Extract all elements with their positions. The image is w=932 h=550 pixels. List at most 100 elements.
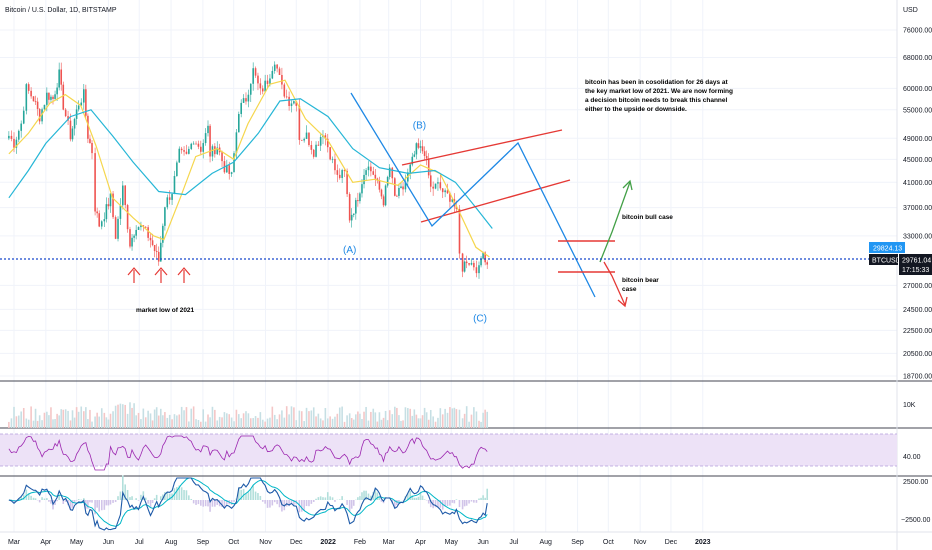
macd-pane[interactable] [8, 475, 489, 531]
bear-case-arrowhead [617, 296, 628, 308]
volume-bar [417, 418, 420, 428]
rsi-pane[interactable] [8, 435, 488, 471]
candle-body [415, 143, 418, 155]
candle-body [64, 109, 67, 117]
candle-body [310, 145, 313, 150]
volume-bar [247, 413, 250, 428]
macd-histogram-bar [378, 496, 381, 500]
volume-bar [484, 409, 486, 428]
market-low-label: market low of 2021 [136, 307, 195, 314]
candle-body [54, 94, 56, 99]
candle-body [245, 98, 247, 102]
price-label-12: 20500.00 [903, 351, 932, 358]
volume-bar [298, 410, 301, 428]
volume-bar [409, 408, 412, 428]
macd-histogram-bar [105, 500, 108, 506]
candle-body [357, 200, 359, 202]
macd-histogram-bar [478, 498, 480, 500]
volume-bar [131, 407, 133, 428]
macd-histogram-bar [151, 500, 154, 503]
volume-bar [384, 410, 387, 428]
candle-body [331, 158, 334, 160]
wave-label-1: (B) [413, 120, 426, 131]
candle-body [38, 108, 41, 122]
volume-bar [162, 415, 164, 428]
macd-histogram-bar [319, 496, 322, 500]
volume-bar [425, 412, 428, 428]
candle-body [114, 217, 117, 239]
candle-body [461, 253, 464, 272]
volume-pane[interactable] [8, 402, 489, 428]
macd-histogram-bar [155, 494, 158, 500]
candle-body [380, 189, 383, 197]
macd-histogram-bar [223, 500, 226, 509]
volume-bar [367, 420, 370, 428]
volume-bar [449, 407, 451, 428]
rsi-band [0, 434, 897, 466]
candle-body [8, 135, 10, 139]
volume-bar [341, 406, 343, 428]
volume-bar [223, 412, 226, 428]
candle-body [52, 96, 54, 99]
candle-body [402, 186, 404, 190]
candle-body [41, 109, 43, 122]
volume-bar [478, 420, 480, 428]
candle-body [285, 96, 288, 98]
volume-bar [46, 411, 48, 428]
candle-body [252, 68, 254, 84]
time-label-14: May [445, 539, 459, 546]
volume-bar [254, 416, 257, 428]
volume-bar [326, 418, 329, 428]
candle-body [355, 200, 357, 214]
time-label-9: Dec [290, 539, 303, 546]
macd-histogram-bar [149, 500, 152, 508]
macd-histogram-bar [439, 500, 442, 508]
macd-histogram-bar [257, 493, 259, 500]
macd-histogram-bar [238, 487, 240, 500]
macd-histogram-bar [300, 500, 303, 512]
volume-bar [207, 414, 209, 428]
time-label-18: Sep [571, 539, 584, 546]
main-pane[interactable]: (A) (B) (C) [0, 61, 897, 325]
moving-averages [8, 79, 493, 258]
macd-axis-label-top: 2500.00 [903, 479, 928, 486]
volume-bar [300, 411, 303, 428]
candle-body [166, 197, 169, 208]
price-tags: 29824.13 BTCUSD 29761.04 17:15:33 [869, 242, 932, 275]
candle-body [365, 170, 367, 175]
candle-body [261, 88, 264, 92]
candle-body [308, 132, 310, 146]
candle-body [50, 96, 52, 100]
volume-bar [211, 406, 214, 428]
volume-bar [415, 414, 418, 428]
volume-bar [114, 405, 117, 428]
macd-histogram-bar [30, 495, 32, 500]
candle-body [48, 92, 50, 100]
time-axis[interactable]: Mar Apr May Jun Jul Aug Sep Oct Nov Dec 2022 Feb Mar… [8, 539, 711, 546]
macd-histogram-bar [94, 500, 96, 515]
price-axis[interactable]: 76000.00 68000.00 60000.00 55000.00 49000.00… [903, 28, 932, 381]
candle-body [455, 206, 458, 209]
macd-histogram-bar [50, 500, 52, 504]
volume-bar [214, 409, 216, 428]
macd-histogram-bar [269, 500, 271, 508]
volume-bar [343, 421, 346, 428]
volume-bar [178, 414, 181, 428]
candle-body [432, 186, 434, 189]
candle-body [478, 265, 480, 274]
volume-bar [25, 418, 28, 428]
volume-bar [482, 412, 484, 428]
candle-body [94, 153, 96, 212]
macd-histogram-bar [437, 500, 439, 508]
chart-title: Bitcoin / U.S. Dollar, 1D, BITSTAMP [5, 7, 117, 14]
macd-histogram-bar [209, 500, 211, 512]
macd-histogram-bar [411, 495, 414, 500]
candle-body [157, 251, 160, 262]
candle-body [192, 143, 195, 145]
candle-body [276, 64, 278, 69]
volume-bar [324, 408, 327, 428]
volume-bar [480, 421, 482, 428]
macd-histogram-bar [367, 493, 370, 500]
volume-bar [374, 412, 377, 428]
